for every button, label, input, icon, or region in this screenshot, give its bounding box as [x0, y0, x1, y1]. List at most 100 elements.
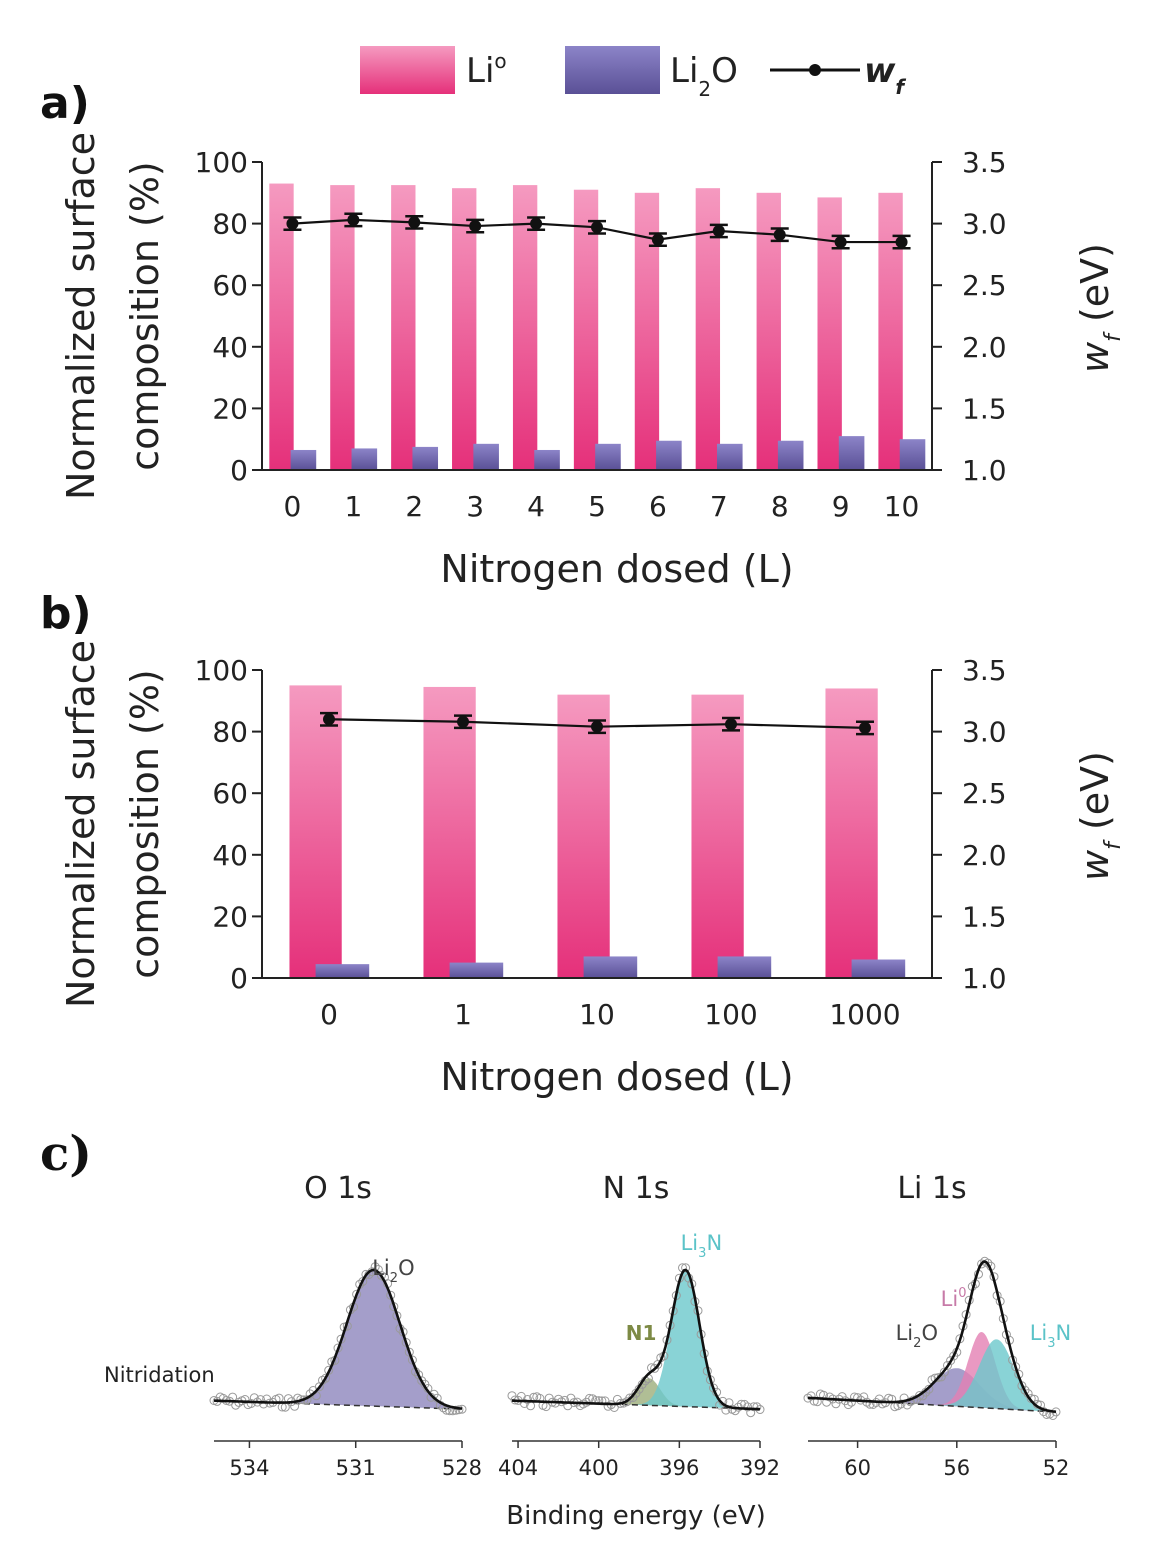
legend-marker-wf — [809, 64, 821, 76]
panel-label-a: a) — [40, 78, 90, 129]
bar-li0 — [452, 188, 477, 470]
wf-point — [323, 713, 335, 726]
xps-spectra-c: Nitridation Binding energy (eV) O 1s 534 531… — [104, 1171, 1071, 1531]
peak-label: Li0 — [941, 1286, 967, 1311]
subplot-title: O 1s — [304, 1171, 372, 1206]
wf-point — [773, 228, 786, 241]
bar-li0 — [330, 185, 355, 470]
x-axis-label: Nitrogen dosed (L) — [440, 1055, 793, 1099]
raw-data-point — [259, 1399, 269, 1409]
y-tick-label: 100 — [195, 146, 248, 179]
legend-label-wf: wf — [864, 51, 906, 99]
raw-data-point — [274, 1393, 284, 1403]
raw-data-point — [218, 1393, 228, 1403]
bar-li2o — [315, 964, 370, 978]
bar-li2o — [412, 446, 439, 470]
y-axis-label-line1: Normalized surface — [59, 132, 103, 500]
bar-li0 — [573, 189, 599, 470]
fit-envelope — [213, 1268, 463, 1410]
raw-data-point — [361, 1269, 371, 1279]
y2-axis-label: wf (eV) — [1073, 243, 1126, 373]
y-tick-label: 100 — [195, 654, 248, 687]
bar-li2o — [717, 956, 772, 978]
legend-label-li2o: Li2O — [670, 51, 738, 101]
wf-point — [347, 213, 360, 226]
x-axis-label: Binding energy (eV) — [506, 1501, 765, 1531]
legend-swatch-li0 — [360, 46, 455, 94]
raw-data-point — [451, 1405, 461, 1415]
raw-data-point — [977, 1259, 987, 1269]
bar-li2o — [899, 439, 926, 470]
y-tick-label: 80 — [212, 716, 248, 749]
y2-axis-label: wf (eV) — [1073, 751, 1126, 881]
x-tick-label: 10 — [884, 490, 920, 523]
x-tick-label: 404 — [498, 1456, 538, 1480]
subplot-title: Li 1s — [897, 1171, 966, 1206]
x-tick-label: 531 — [336, 1456, 376, 1480]
panel-label-c: c) — [40, 1126, 92, 1182]
fit-envelope — [511, 1268, 761, 1411]
peak-label: Li3N — [1030, 1321, 1072, 1351]
peak-label: Li2O — [372, 1256, 414, 1286]
y-tick-label: 40 — [212, 839, 248, 872]
y-tick-label: 0 — [230, 454, 248, 487]
raw-data-point — [924, 1384, 934, 1394]
x-axis-label: Nitrogen dosed (L) — [440, 547, 793, 591]
legend-swatch-li2o — [565, 46, 660, 94]
raw-data-point — [625, 1393, 635, 1403]
subplot-title: N 1s — [603, 1171, 670, 1206]
y-tick-label: 80 — [212, 208, 248, 241]
bar-li2o — [473, 443, 499, 470]
raw-data-point — [943, 1360, 952, 1370]
raw-data-point — [933, 1373, 943, 1383]
y2-tick-label: 1.5 — [962, 392, 1007, 425]
bar-li0 — [691, 694, 744, 978]
x-tick-label: 52 — [1043, 1456, 1070, 1480]
wf-point — [530, 217, 543, 230]
y-tick-label: 60 — [212, 269, 248, 302]
bar-li0 — [557, 694, 610, 978]
y-axis-label-line2: composition (%) — [123, 161, 167, 471]
wf-point — [408, 216, 421, 229]
y2-tick-label: 2.5 — [962, 269, 1007, 302]
x-tick-label: 534 — [229, 1456, 269, 1480]
y-axis-label-line2: composition (%) — [123, 669, 167, 979]
component-peak — [808, 1339, 1056, 1412]
row-label: Nitridation — [104, 1363, 215, 1387]
x-tick-label: 5 — [588, 490, 606, 523]
component-peak — [512, 1270, 760, 1410]
bar-li0 — [391, 185, 416, 470]
y2-tick-label: 3.5 — [962, 146, 1007, 179]
bar-li2o — [449, 962, 504, 978]
wf-point — [725, 718, 737, 731]
fit-envelope — [807, 1260, 1057, 1414]
legend-label-li0: Lio — [466, 49, 507, 91]
x-tick-label: 7 — [710, 490, 728, 523]
x-tick-label: 1 — [344, 490, 362, 523]
wf-point — [286, 217, 299, 230]
wf-point — [457, 715, 469, 728]
panel-label-b: b) — [40, 588, 92, 639]
y2-tick-label: 1.0 — [962, 454, 1007, 487]
bar-li2o — [716, 443, 743, 470]
raw-data-point — [743, 1402, 753, 1412]
x-tick-label: 6 — [649, 490, 667, 523]
x-tick-label: 56 — [943, 1456, 970, 1480]
x-tick-label: 400 — [579, 1456, 619, 1480]
x-tick-label: 9 — [832, 490, 850, 523]
raw-data-point — [246, 1399, 256, 1408]
y2-tick-label: 2.5 — [962, 777, 1007, 810]
x-tick-label: 10 — [579, 998, 615, 1031]
bar-li2o — [534, 449, 560, 470]
raw-data-point — [454, 1405, 464, 1415]
bar-li2o — [595, 443, 621, 470]
x-tick-label: 392 — [740, 1456, 780, 1480]
wf-point — [591, 720, 603, 733]
bar-li2o — [290, 449, 317, 470]
bar-li2o — [351, 448, 378, 470]
y2-tick-label: 2.0 — [962, 331, 1007, 364]
legend: Lio Li2O wf — [360, 46, 906, 101]
bar-li2o — [583, 956, 638, 978]
x-tick-label: 1000 — [829, 998, 900, 1031]
